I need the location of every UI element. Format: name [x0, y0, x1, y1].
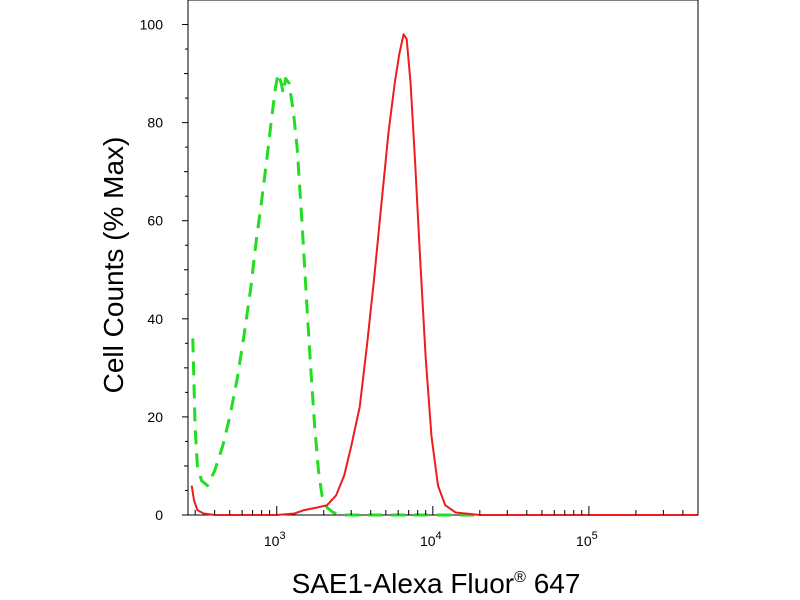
x-tick-label: 105: [576, 530, 598, 549]
y-tick-label: 80: [147, 115, 163, 131]
y-tick-label: 40: [147, 311, 163, 327]
y-tick-label: 20: [147, 409, 163, 425]
x-tick-label: 104: [420, 530, 442, 549]
x-tick-label: 103: [264, 530, 286, 549]
x-axis-title: SAE1-Alexa Fluor® 647: [292, 568, 581, 599]
y-tick-label: 100: [140, 17, 164, 33]
series-1-line: [191, 72, 480, 517]
y-tick-label: 0: [155, 507, 163, 523]
y-tick-label: 60: [147, 213, 163, 229]
y-axis-ticks: 0 20 40 60 80 100: [140, 17, 188, 523]
y-axis-title: Cell Counts (% Max): [98, 137, 129, 394]
series-2-line: [190, 33, 698, 516]
plot-area: 103 104 105 0 20 40 60 80 100: [140, 0, 699, 549]
x-axis-ticks: 103 104 105: [194, 506, 699, 549]
plot-frame: [187, 0, 699, 516]
series-layer: [190, 33, 698, 517]
